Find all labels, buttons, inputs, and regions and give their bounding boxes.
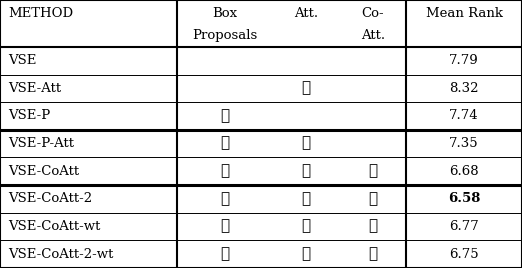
Text: Mean Rank: Mean Rank bbox=[425, 7, 503, 20]
Text: ✓: ✓ bbox=[368, 164, 377, 178]
Text: Box: Box bbox=[212, 7, 238, 20]
Text: 7.74: 7.74 bbox=[449, 110, 479, 122]
Text: ✓: ✓ bbox=[301, 164, 311, 178]
Text: Att.: Att. bbox=[294, 7, 318, 20]
Text: ✓: ✓ bbox=[301, 192, 311, 206]
Text: Co-: Co- bbox=[361, 7, 384, 20]
Text: ✓: ✓ bbox=[220, 109, 229, 123]
Text: ✓: ✓ bbox=[301, 219, 311, 233]
Text: VSE-P-Att: VSE-P-Att bbox=[8, 137, 74, 150]
Text: Proposals: Proposals bbox=[192, 29, 257, 42]
Text: VSE-CoAtt-2-wt: VSE-CoAtt-2-wt bbox=[8, 248, 113, 261]
Text: 6.68: 6.68 bbox=[449, 165, 479, 178]
Text: METHOD: METHOD bbox=[8, 7, 73, 20]
Text: ✓: ✓ bbox=[301, 247, 311, 261]
Text: ✓: ✓ bbox=[301, 137, 311, 151]
Text: 6.77: 6.77 bbox=[449, 220, 479, 233]
Text: ✓: ✓ bbox=[368, 219, 377, 233]
Text: 6.75: 6.75 bbox=[449, 248, 479, 261]
Text: 6.58: 6.58 bbox=[448, 192, 480, 205]
Text: VSE-CoAtt-wt: VSE-CoAtt-wt bbox=[8, 220, 100, 233]
Text: 7.35: 7.35 bbox=[449, 137, 479, 150]
Text: VSE-CoAtt-2: VSE-CoAtt-2 bbox=[8, 192, 92, 205]
Text: ✓: ✓ bbox=[301, 81, 311, 95]
Text: VSE-P: VSE-P bbox=[8, 110, 50, 122]
Text: 7.79: 7.79 bbox=[449, 54, 479, 67]
Text: ✓: ✓ bbox=[220, 137, 229, 151]
Text: ✓: ✓ bbox=[368, 192, 377, 206]
Text: ✓: ✓ bbox=[220, 192, 229, 206]
Text: VSE-CoAtt: VSE-CoAtt bbox=[8, 165, 79, 178]
Text: VSE-Att: VSE-Att bbox=[8, 82, 61, 95]
Text: 8.32: 8.32 bbox=[449, 82, 479, 95]
Text: ✓: ✓ bbox=[368, 247, 377, 261]
Text: VSE: VSE bbox=[8, 54, 36, 67]
Text: Att.: Att. bbox=[361, 29, 385, 42]
Text: ✓: ✓ bbox=[220, 164, 229, 178]
Text: ✓: ✓ bbox=[220, 247, 229, 261]
Text: ✓: ✓ bbox=[220, 219, 229, 233]
